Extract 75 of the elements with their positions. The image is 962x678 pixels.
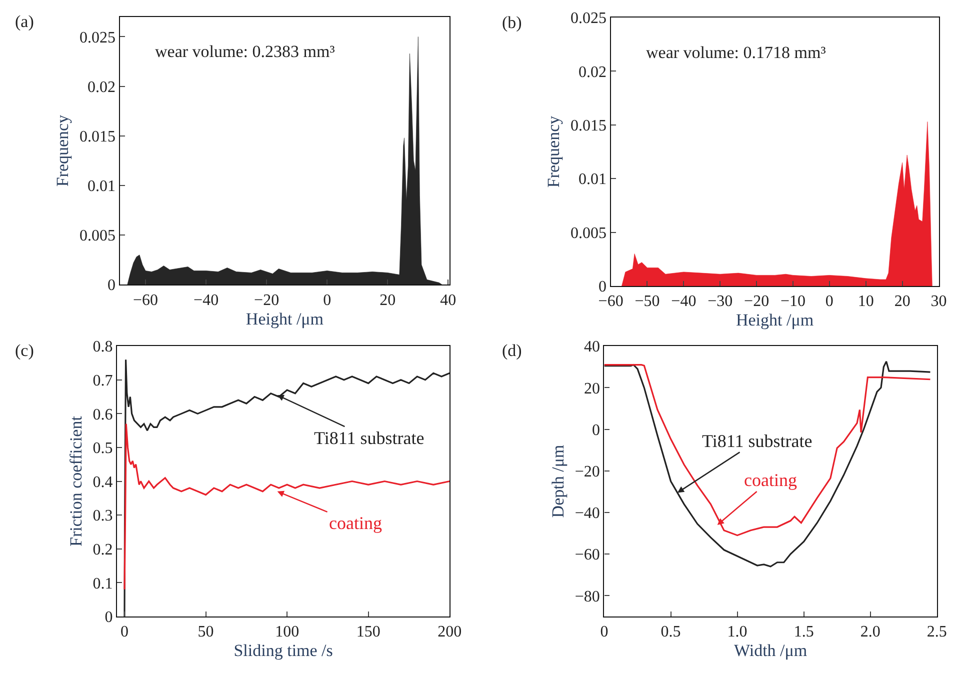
line-series [604,364,932,536]
x-tick-label: −60 [133,292,158,309]
x-axis-title: Width /μm [734,641,808,660]
y-tick-label: 0.2 [92,541,113,558]
y-tick-label: 0.025 [80,29,116,46]
y-tick-label: −60 [574,546,600,564]
x-tick-label: 0 [120,624,128,641]
y-axis-title: Frequency [544,115,564,188]
x-tick-label: 0.5 [660,624,681,641]
x-axis-title: Height /μm [246,309,324,328]
annotation: coating [744,470,797,490]
y-tick-label: 0.6 [92,406,113,424]
y-axis-title: Friction coefficient [66,416,86,546]
line-series [124,358,450,616]
y-tick-label: 0.025 [570,10,607,28]
x-tick-label: 30 [930,293,947,310]
annotation: wear volume: 0.1718 mm³ [646,43,826,62]
annotation: Ti811 substrate [702,431,812,451]
x-tick-label: −40 [194,292,219,309]
annotation: wear volume: 0.2383 mm³ [155,42,335,61]
y-tick-label: 0.005 [570,224,607,242]
y-tick-label: 0.02 [88,78,116,96]
y-tick-label: 0 [598,278,607,296]
x-tick-label: −30 [708,293,733,310]
chart-title: (d) [502,341,522,360]
annotation: coating [329,513,382,533]
y-tick-label: 0.1 [92,575,113,592]
x-tick-label: −40 [671,293,696,310]
y-axis-title: Frequency [53,114,72,187]
y-tick-label: 0.01 [578,171,607,188]
x-tick-label: 50 [198,624,214,641]
x-tick-label: −50 [634,293,660,310]
y-tick-label: 0.01 [88,178,116,196]
x-tick-label: −10 [780,293,806,310]
x-tick-label: 200 [438,624,462,641]
x-tick-label: −20 [744,293,770,310]
x-tick-label: 2.5 [926,624,947,641]
y-tick-label: −20 [574,463,600,480]
y-tick-label: −40 [574,505,600,522]
x-tick-label: 20 [894,293,910,310]
y-tick-label: 0.8 [92,338,113,356]
y-tick-label: 0.3 [92,508,113,525]
x-tick-label: 1.5 [794,624,814,641]
x-tick-label: 20 [380,292,396,309]
y-tick-label: 0 [108,277,116,294]
y-tick-label: 20 [584,380,600,398]
y-tick-label: 0.7 [92,372,113,390]
chart-title: (b) [502,13,522,32]
y-tick-label: 40 [584,338,600,356]
x-tick-label: 100 [275,624,300,641]
chart-title: (a) [15,12,34,31]
y-tick-label: 0.015 [80,128,116,146]
x-tick-label: −20 [254,292,280,309]
line-series [604,360,932,568]
x-tick-label: 1.0 [727,624,748,641]
x-tick-label: 2.0 [860,624,880,641]
y-tick-label: 0 [104,609,113,626]
x-axis-title: Height /μm [736,310,814,330]
y-axis-title: Depth /μm [548,444,568,518]
line-series [124,423,450,590]
y-tick-label: 0.4 [92,474,113,491]
y-tick-label: −80 [574,588,600,606]
x-tick-label: 10 [858,293,874,310]
y-tick-label: 0.015 [570,118,607,135]
chart-title: (c) [15,341,34,360]
y-tick-label: 0 [592,422,600,439]
y-tick-label: 0.005 [80,228,116,245]
x-tick-label: 0 [323,292,332,309]
annotation: Ti811 substrate [314,428,424,448]
x-tick-label: 0 [825,293,834,310]
x-tick-label: 40 [440,292,456,309]
y-tick-label: 0.02 [578,64,607,81]
x-axis-title: Sliding time /s [234,641,333,660]
x-tick-label: 150 [356,624,380,641]
y-tick-label: 0.5 [92,440,113,458]
